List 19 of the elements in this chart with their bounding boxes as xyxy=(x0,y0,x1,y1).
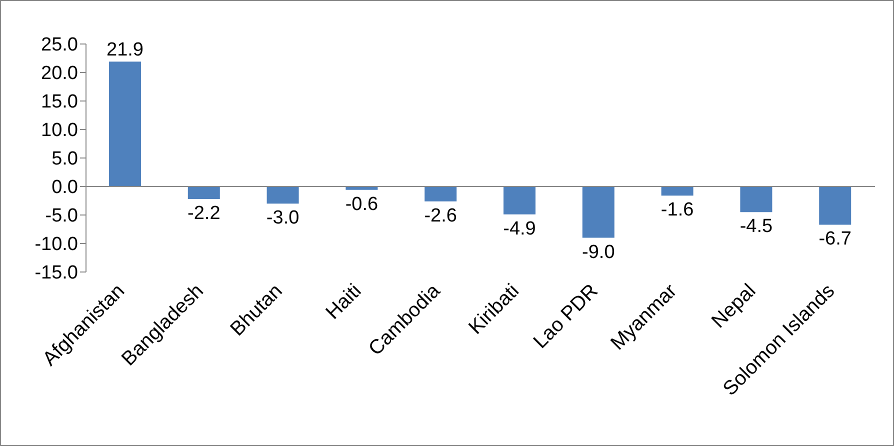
data-label: -2.6 xyxy=(424,205,457,226)
y-tick-label: -15.0 xyxy=(34,262,78,284)
data-label: -6.7 xyxy=(818,228,852,250)
y-tick-label: -5.0 xyxy=(45,206,78,227)
y-tick-label: 5.0 xyxy=(52,148,78,170)
data-label: -9.0 xyxy=(582,242,615,263)
data-label: -1.6 xyxy=(660,200,694,221)
data-label: -3.0 xyxy=(266,208,300,229)
data-label: 21.9 xyxy=(106,40,144,61)
y-tick-label: -10.0 xyxy=(34,234,78,256)
data-label: -4.9 xyxy=(503,218,536,240)
y-tick-label: 15.0 xyxy=(41,92,78,113)
y-tick-label: 10.0 xyxy=(41,120,78,142)
y-tick-label: 0.0 xyxy=(52,177,78,198)
y-tick-label: 20.0 xyxy=(41,63,78,84)
data-label: -2.2 xyxy=(188,203,220,224)
data-label: -4.5 xyxy=(740,216,773,238)
data-label: -0.6 xyxy=(345,194,378,215)
y-tick-label: 25.0 xyxy=(41,34,78,56)
